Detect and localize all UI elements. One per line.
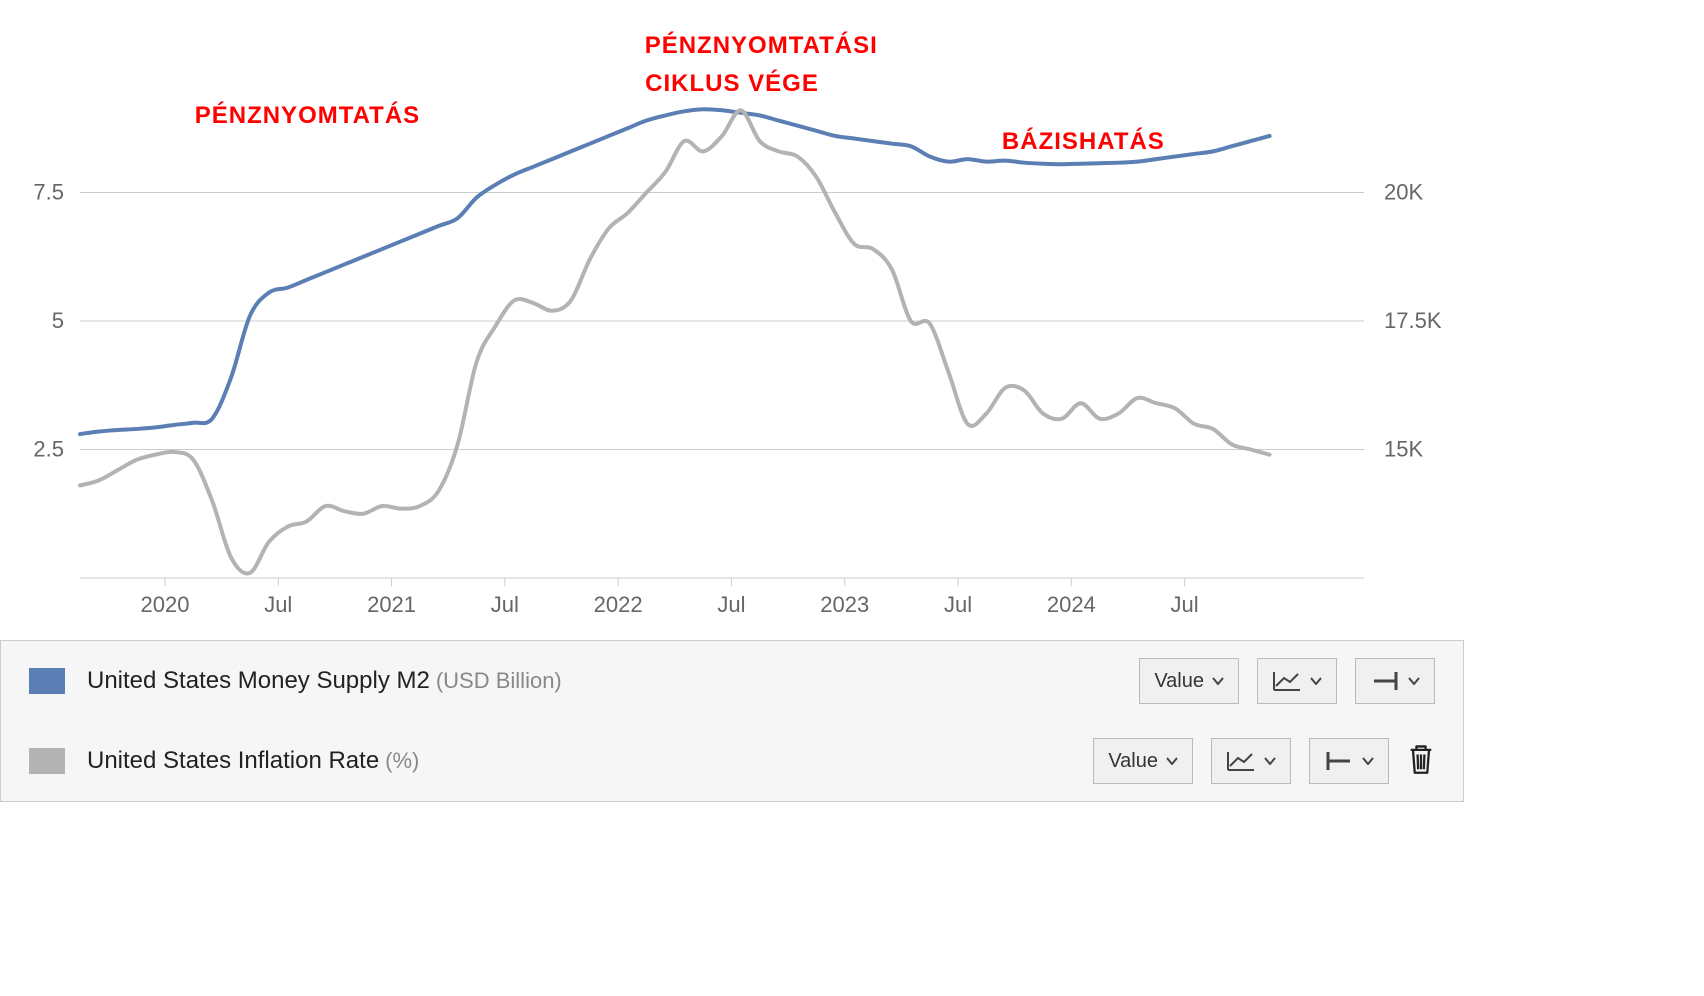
x-tick-label: 2022 [594, 592, 643, 617]
y-right-tick-label: 20K [1384, 180, 1423, 205]
x-tick-label: 2023 [820, 592, 869, 617]
legend-row: United States Inflation Rate(%) Value [1, 721, 1463, 801]
legend-row: United States Money Supply M2(USD Billio… [1, 641, 1463, 721]
value-dropdown-label: Value [1108, 750, 1158, 773]
legend-series-unit: (USD Billion) [436, 668, 562, 694]
legend-swatch [29, 668, 65, 694]
x-tick-label: Jul [491, 592, 519, 617]
value-dropdown-label: Value [1154, 670, 1204, 693]
legend-series-name: United States Inflation Rate [87, 747, 379, 775]
chart-annotation: CIKLUS VÉGE [645, 70, 819, 98]
chart-annotation: BÁZISHATÁS [1002, 128, 1165, 156]
legend-swatch [29, 748, 65, 774]
legend-series-name: United States Money Supply M2 [87, 667, 430, 695]
y-left-tick-label: 7.5 [33, 180, 64, 205]
y-left-tick-label: 2.5 [33, 437, 64, 462]
legend-controls: Value [1139, 658, 1435, 704]
axis-side-dropdown-button[interactable] [1309, 738, 1389, 784]
y-right-tick-label: 17.5K [1384, 308, 1442, 333]
axis-side-icon [1324, 750, 1354, 772]
x-tick-label: 2021 [367, 592, 416, 617]
x-tick-label: Jul [717, 592, 745, 617]
x-tick-label: Jul [944, 592, 972, 617]
value-dropdown-button[interactable]: Value [1139, 658, 1239, 704]
chart-type-dropdown-button[interactable] [1257, 658, 1337, 704]
legend-panel: United States Money Supply M2(USD Billio… [0, 640, 1464, 802]
chart-annotation: PÉNZNYOMTATÁSI [645, 32, 878, 60]
chart-widget: 2.5 5 7.5 15K 17.5K 20K 2020 Jul 2021 Jul 2022 Jul 2… [0, 0, 1464, 802]
y-right-tick-label: 15K [1384, 437, 1423, 462]
axis-side-dropdown-button[interactable] [1355, 658, 1435, 704]
chart-annotation: PÉNZNYOMTATÁS [195, 102, 420, 130]
line-chart-icon [1226, 750, 1256, 772]
value-dropdown-button[interactable]: Value [1093, 738, 1193, 784]
y-left-tick-label: 5 [52, 308, 64, 333]
legend-series-unit: (%) [385, 748, 419, 774]
x-tick-label: Jul [264, 592, 292, 617]
line-chart-icon [1272, 670, 1302, 692]
axis-side-icon [1370, 670, 1400, 692]
x-tick-label: Jul [1171, 592, 1199, 617]
x-tick-label: 2024 [1047, 592, 1096, 617]
plot-area: 2.5 5 7.5 15K 17.5K 20K 2020 Jul 2021 Jul 2022 Jul 2… [0, 0, 1464, 640]
x-tick-label: 2020 [140, 592, 189, 617]
remove-series-button[interactable] [1407, 743, 1435, 780]
trash-icon [1407, 762, 1435, 779]
series-line-inflation [80, 110, 1270, 573]
legend-controls: Value [1093, 738, 1435, 784]
chart-type-dropdown-button[interactable] [1211, 738, 1291, 784]
